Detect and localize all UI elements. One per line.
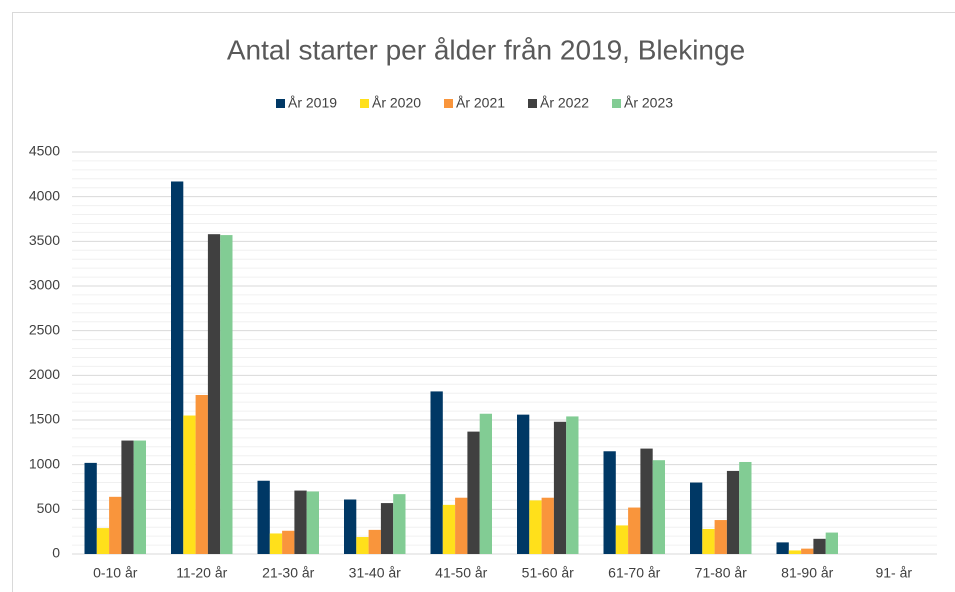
bar (566, 416, 579, 554)
bar (183, 415, 196, 554)
bar (479, 413, 492, 554)
bar (529, 500, 542, 554)
bar (294, 490, 307, 554)
bar (171, 181, 184, 555)
bar (739, 461, 752, 554)
y-tick-label: 2500 (29, 321, 60, 337)
bar (257, 480, 270, 554)
bar (801, 548, 814, 554)
bar (652, 460, 665, 554)
bar (553, 421, 567, 554)
bar (714, 520, 727, 554)
legend-swatch (528, 99, 537, 108)
x-tick-label: 61-70 år (608, 565, 660, 581)
bar (690, 482, 703, 554)
x-tick-label: 81-90 år (781, 565, 833, 581)
bar (96, 528, 110, 554)
x-tick-label: 31-40 år (349, 565, 401, 581)
bar (133, 440, 146, 554)
bar (195, 394, 208, 554)
x-tick-label: 91- år (875, 565, 912, 581)
bar (368, 529, 381, 554)
legend-swatch (360, 99, 369, 108)
y-tick-label: 3500 (29, 232, 60, 248)
bar (109, 496, 122, 554)
bar (813, 538, 826, 554)
y-tick-label: 4500 (29, 143, 60, 159)
bar (121, 440, 134, 554)
bar (776, 542, 789, 554)
bar (207, 234, 221, 555)
y-tick-label: 500 (37, 500, 61, 516)
bar (615, 525, 629, 554)
y-tick-label: 1000 (29, 455, 60, 471)
bar (541, 497, 554, 554)
bar (640, 448, 653, 554)
legend-label: År 2019 (288, 95, 337, 111)
bar (380, 503, 394, 554)
bar (467, 431, 480, 554)
y-tick-label: 3000 (29, 277, 60, 293)
bar (517, 414, 530, 554)
x-tick-label: 11-20 år (176, 565, 227, 581)
legend-label: År 2022 (540, 95, 589, 111)
x-tick-label: 0-10 år (93, 565, 138, 581)
bar (430, 391, 443, 554)
legend-swatch (444, 99, 453, 108)
legend-label: År 2023 (624, 95, 673, 111)
y-tick-label: 1500 (29, 411, 60, 427)
legend-swatch (612, 99, 621, 108)
bar (788, 550, 802, 554)
bar (393, 494, 406, 554)
bar (344, 499, 357, 554)
y-tick-label: 4000 (29, 187, 60, 203)
legend-label: År 2020 (372, 95, 421, 111)
bar (269, 533, 283, 554)
bar (603, 451, 616, 554)
bar (84, 462, 97, 554)
bar (825, 532, 838, 554)
x-tick-label: 51-60 år (522, 565, 574, 581)
y-tick-label: 0 (52, 545, 60, 561)
bar (356, 537, 369, 554)
x-tick-label: 71-80 år (695, 565, 747, 581)
bar (726, 470, 740, 554)
x-tick-label: 21-30 år (262, 565, 314, 581)
bar (442, 504, 456, 554)
chart-title: Antal starter per ålder från 2019, Bleki… (227, 34, 745, 65)
bar (220, 235, 233, 554)
chart-frame (12, 12, 955, 592)
legend-swatch (276, 99, 285, 108)
bar (628, 507, 641, 554)
y-tick-label: 2000 (29, 366, 60, 382)
x-tick-label: 41-50 år (435, 565, 487, 581)
bar (455, 497, 468, 554)
bar (306, 491, 319, 554)
bar (702, 528, 715, 554)
bar (282, 530, 295, 554)
legend-label: År 2021 (456, 95, 505, 111)
